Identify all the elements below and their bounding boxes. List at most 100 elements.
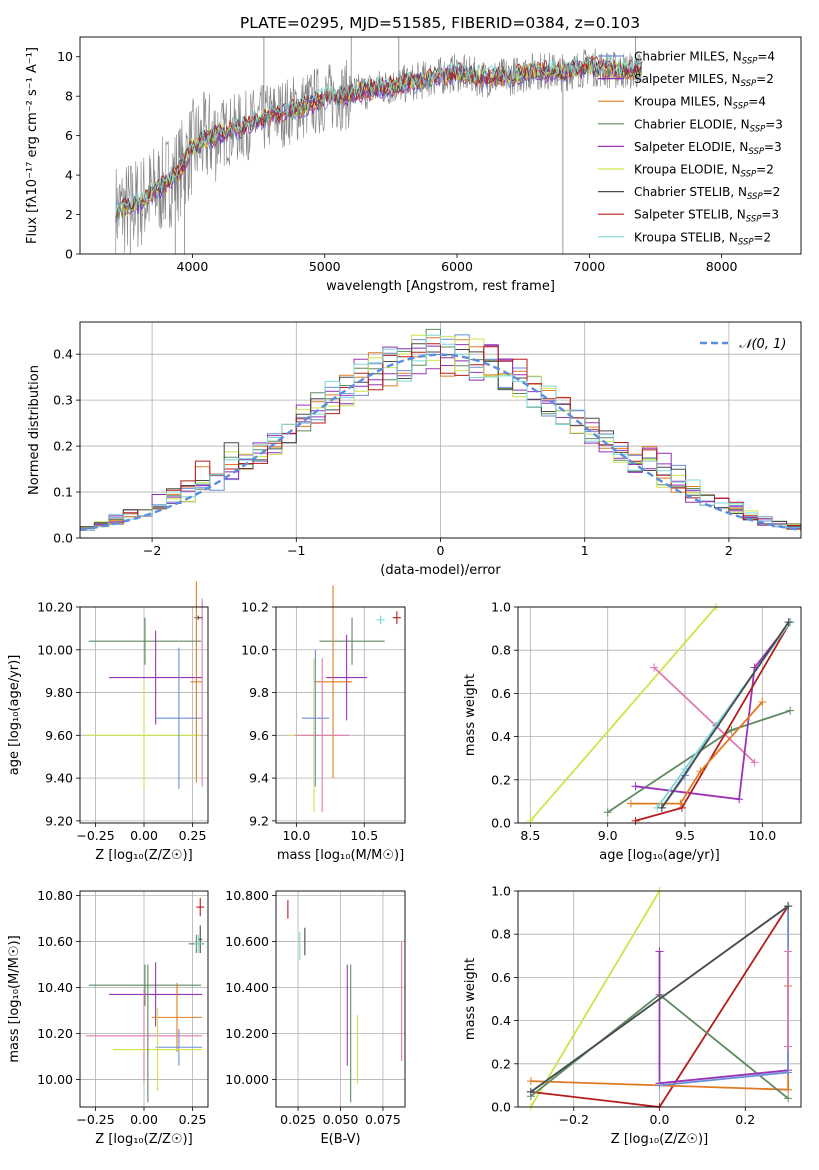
x-tick-label: 0.25 <box>179 1112 207 1127</box>
x-tick-label: 0.2 <box>735 1112 755 1127</box>
panel-Z_mass: −0.25 0.00 0.25 10.00 10.20 10.40 10.60 10.80 Z … <box>7 888 209 1147</box>
weight-marker <box>784 1094 793 1103</box>
y-tick-label: 0.0 <box>491 816 511 831</box>
y-tick-label: 10.000 <box>225 1072 269 1087</box>
weight-line <box>530 890 661 1108</box>
y-tick-label: 10.80 <box>37 888 73 903</box>
x-tick-label: 6000 <box>441 259 473 274</box>
y-tick-label: 9.80 <box>45 685 73 700</box>
histogram-series <box>80 343 801 531</box>
y-tick-label: 0.4 <box>53 347 73 362</box>
x-axis-label: wavelength [Angstrom, rest frame] <box>326 279 555 294</box>
x-tick-label: 0.25 <box>179 828 207 843</box>
y-tick-label: 0.0 <box>491 1100 511 1115</box>
y-tick-label: 0.1 <box>53 485 73 500</box>
weight-marker <box>655 1081 664 1090</box>
y-tick-label: 10 <box>57 49 73 64</box>
x-tick-label: 0.050 <box>323 1112 359 1127</box>
weight-marker <box>784 1042 793 1051</box>
y-tick-label: 0.8 <box>491 643 511 658</box>
y-tick-label: 1.0 <box>491 600 511 615</box>
y-tick-label: 9.4 <box>249 771 269 786</box>
y-tick-label: 9.40 <box>45 771 73 786</box>
y-tick-label: 0.0 <box>53 531 73 546</box>
weight-marker <box>631 782 640 791</box>
x-tick-label: −0.25 <box>76 1112 114 1127</box>
weight-line <box>630 701 763 805</box>
panel-ebv_mass: 0.025 0.050 0.075 10.000 10.200 10.400 10.600 1… <box>225 888 406 1147</box>
weight-line <box>530 905 789 1093</box>
legend-label: Chabrier MILES, NSSP=4 <box>634 50 775 67</box>
legend-label: Kroupa STELIB, NSSP=2 <box>634 230 771 247</box>
axes-frame <box>275 606 406 824</box>
weight-marker <box>676 799 685 808</box>
legend-label: Kroupa ELODIE, NSSP=2 <box>634 163 774 180</box>
weight-marker <box>758 698 767 707</box>
y-tick-label: 10.600 <box>225 934 269 949</box>
y-tick-label: 10.2 <box>241 600 269 615</box>
x-axis-label: Z [log₁₀(Z/Z☉)] <box>611 1132 708 1147</box>
axes-frame <box>517 890 802 1108</box>
weight-marker <box>655 947 664 956</box>
x-tick-label: 0.025 <box>280 1112 316 1127</box>
x-axis-label: E(B-V) <box>320 1132 360 1147</box>
panel-age_weight: 8.5 9.0 9.5 10.0 0.0 0.2 0.4 0.6 0.8 1.0 age [log₁… <box>463 600 802 863</box>
weight-marker <box>631 816 640 825</box>
y-tick-label: 10.20 <box>37 1026 73 1041</box>
weight-marker <box>526 816 535 825</box>
weight-marker <box>526 1077 535 1086</box>
y-tick-label: 10.0 <box>241 642 269 657</box>
weight-marker <box>650 663 659 672</box>
legend-label: Salpeter MILES, NSSP=2 <box>634 72 774 89</box>
weight-line <box>607 709 791 813</box>
x-tick-label: −0.25 <box>76 828 114 843</box>
legend-label: Chabrier STELIB, NSSP=2 <box>634 185 780 202</box>
x-axis-label: mass [log₁₀(M/M☉)] <box>277 848 404 863</box>
x-axis-label: (data-model)/error <box>380 563 501 578</box>
model-line <box>115 54 642 217</box>
y-tick-label: 0.2 <box>53 439 73 454</box>
weight-line <box>635 621 791 801</box>
y-axis-label: Normed distribution <box>27 365 42 495</box>
figure-title: PLATE=0295, MJD=51585, FIBERID=0384, z=0… <box>240 14 640 32</box>
y-tick-label: 9.6 <box>249 728 269 743</box>
legend-label: 𝒩(0, 1) <box>739 337 786 352</box>
x-tick-label: −2 <box>143 543 161 558</box>
weight-line <box>529 606 717 822</box>
panel-mass_age: 10.0 10.5 9.2 9.4 9.6 9.8 10.0 10.2 mass [log₁₀(… <box>241 585 406 863</box>
axes-frame <box>79 36 802 255</box>
y-tick-label: 10.200 <box>225 1026 269 1041</box>
weight-marker <box>750 758 759 767</box>
y-tick-label: 2 <box>65 207 73 222</box>
panel-spectrum: 4000 5000 6000 7000 8000 0 2 4 6 8 10 Chabrier MILE… <box>25 36 802 294</box>
y-axis-label: age [log₁₀(age/yr)] <box>7 655 22 776</box>
legend-label: Kroupa MILES, NSSP=4 <box>634 95 766 112</box>
axes-frame <box>275 890 406 1108</box>
weight-line <box>659 906 789 1087</box>
weight-line <box>653 666 756 764</box>
y-tick-label: 9.8 <box>249 685 269 700</box>
weight-marker <box>735 795 744 804</box>
panel-residuals: −2 −1 0 1 2 0.0 0.1 0.2 0.3 0.4 𝒩(0, 1) (data-model… <box>27 321 802 578</box>
weight-marker <box>784 947 793 956</box>
y-tick-label: 9.2 <box>249 813 269 828</box>
x-tick-label: 10.5 <box>350 828 378 843</box>
y-tick-label: 10.00 <box>37 642 73 657</box>
weight-marker <box>696 767 705 776</box>
normal-curve <box>79 353 802 532</box>
y-axis-label: mass weight <box>463 674 478 756</box>
y-tick-label: 10.400 <box>225 980 269 995</box>
y-tick-label: 9.60 <box>45 728 73 743</box>
weight-marker <box>784 1068 793 1077</box>
x-tick-label: 2 <box>725 543 733 558</box>
x-tick-label: 0.00 <box>130 828 158 843</box>
axes-frame <box>79 321 802 539</box>
weight-marker <box>657 803 666 812</box>
x-tick-label: 9.0 <box>598 828 618 843</box>
x-tick-label: −1 <box>287 543 305 558</box>
weight-marker <box>603 808 612 817</box>
x-tick-label: 0.075 <box>365 1112 401 1127</box>
y-axis-label: mass [log₁₀(M/M☉)] <box>7 935 22 1062</box>
panel-Z_weight: −0.2 0.0 0.2 0.0 0.2 0.4 0.6 0.8 1.0 Z [log₁₀(Z/Z… <box>463 884 802 1147</box>
